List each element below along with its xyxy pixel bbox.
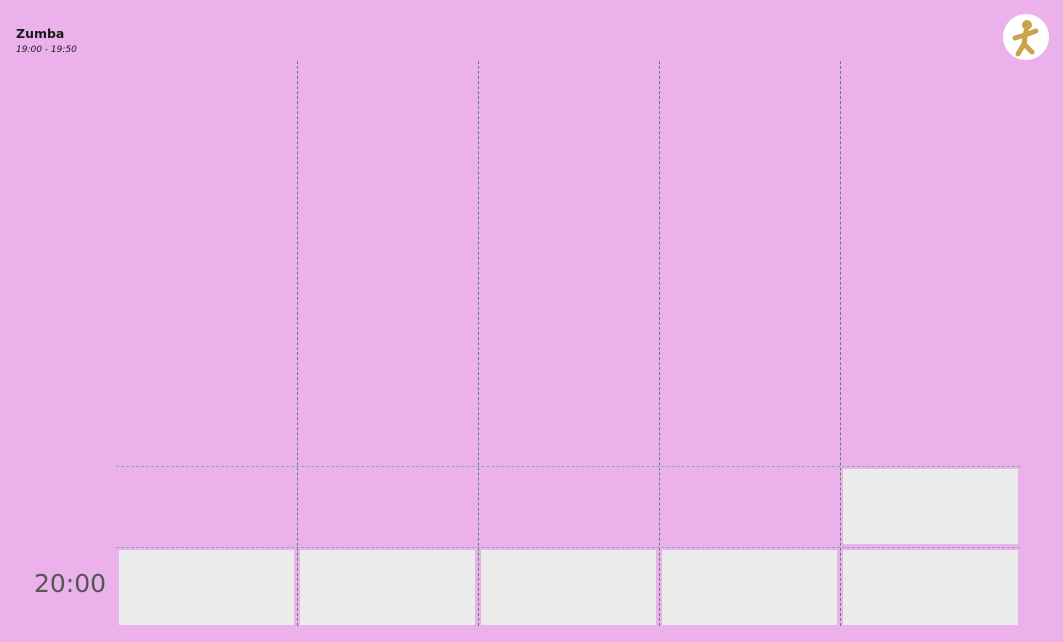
course-name: Zumba: [16, 26, 65, 41]
time-slot: [843, 550, 1018, 625]
course-time: 19:00 - 19:50: [16, 45, 77, 55]
time-slot: [843, 469, 1018, 544]
time-label: 20:00: [33, 569, 106, 598]
time-slot: [662, 550, 837, 625]
row-divider: [116, 547, 1020, 548]
time-slot: [119, 550, 294, 625]
column-divider: [659, 61, 660, 626]
column-divider: [297, 61, 298, 626]
column-divider: [840, 61, 841, 626]
row-divider: [116, 466, 1020, 467]
icon-figure: [1012, 20, 1039, 57]
time-slot: [300, 550, 475, 625]
column-divider: [478, 61, 479, 626]
course-icon: [1003, 14, 1049, 60]
time-slot: [481, 550, 656, 625]
